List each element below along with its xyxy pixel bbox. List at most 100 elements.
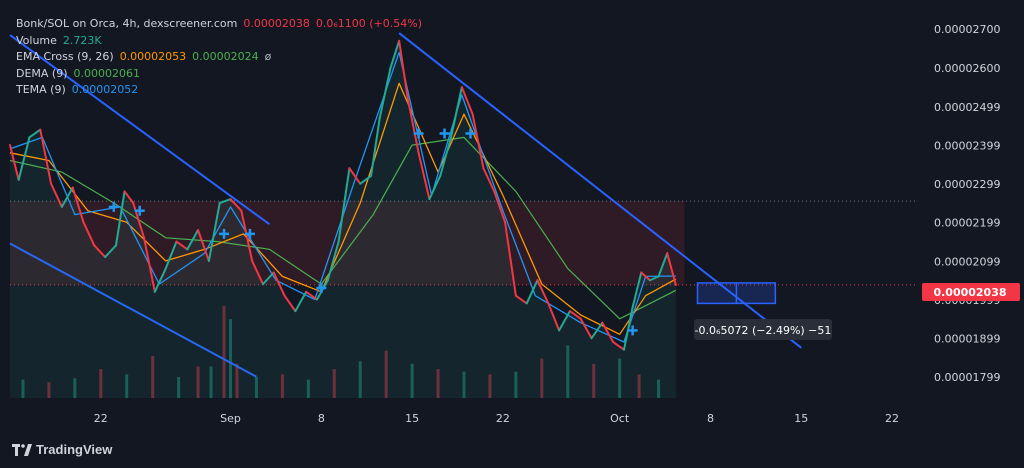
volume-bar: [592, 363, 596, 398]
price-segment: [622, 306, 634, 351]
price-segment: [525, 279, 539, 305]
brand-name: TradingView: [36, 442, 113, 457]
price-segment: [39, 128, 53, 185]
legend-dema-row[interactable]: DEMA (9) 0.00002061: [16, 66, 422, 83]
price-segment: [153, 267, 167, 293]
price-segment: [631, 271, 643, 309]
price-segment: [482, 167, 496, 193]
price-segment: [186, 229, 200, 251]
time-axis-label: 8: [318, 412, 325, 425]
price-axis-label: 0.00001799: [934, 371, 1000, 384]
legend-ema-label: EMA Cross (9, 26): [16, 50, 114, 63]
price-segment: [428, 174, 442, 201]
legend-dema-label: DEMA (9): [16, 66, 68, 80]
volume-bar: [306, 379, 310, 398]
measure-tool-layer[interactable]: [696, 282, 777, 305]
price-axis-label: 0.00002499: [934, 101, 1000, 114]
price-area: [10, 40, 676, 399]
ema-fast-line: [9, 82, 677, 335]
price-segment: [493, 190, 507, 224]
volume-bar: [196, 366, 200, 398]
volume-bar: [410, 363, 414, 398]
volume-bar: [47, 382, 51, 398]
price-segment: [439, 136, 453, 177]
legend-dema-value: 0.00002061: [73, 66, 140, 80]
price-segment: [272, 271, 286, 297]
price-axis-label: 0.00001899: [934, 333, 1000, 346]
measure-label-box: [694, 319, 832, 340]
volume-bar: [209, 366, 213, 398]
price-axis[interactable]: 0.00002700 0.00002600 0.00002499 0.00002399…: [934, 23, 1000, 384]
volume-bar: [637, 374, 641, 398]
price-segment: [378, 66, 392, 120]
ema-cross-marker: [465, 128, 476, 139]
time-axis-label: 8: [707, 412, 714, 425]
price-segment: [471, 113, 485, 170]
legend-ema-row[interactable]: EMA Cross (9, 26) 0.00002053 0.00002024 ø: [16, 49, 422, 66]
volume-bar: [73, 378, 77, 398]
price-segment: [536, 279, 550, 305]
price-segment: [229, 198, 243, 212]
dema-line: [9, 51, 676, 343]
price-segment: [114, 190, 126, 247]
price-tag-layer: 0.00002038: [922, 283, 1020, 301]
price-segment: [337, 167, 351, 243]
price-segment: [359, 174, 373, 185]
ema-cross-marker: [439, 128, 450, 139]
price-axis-label: 0.00002399: [934, 139, 1000, 152]
reference-zone-layer: [10, 200, 918, 286]
volume-bar: [566, 345, 570, 398]
tradingview-brand[interactable]: TradingView: [12, 442, 112, 457]
price-segment: [417, 151, 431, 201]
volume-bar: [540, 358, 544, 398]
ema-cross-marker: [316, 282, 327, 293]
price-segment: [460, 86, 474, 116]
price-axis-label: 0.00002700: [934, 23, 1000, 36]
legend-tema-row[interactable]: TEMA (9) 0.00002052: [16, 82, 422, 99]
price-segment: [17, 136, 31, 181]
volume-bar: [222, 306, 226, 398]
price-segment: [71, 186, 85, 224]
reference-zone: [10, 201, 685, 285]
price-segment: [657, 252, 669, 278]
price-segment: [175, 240, 189, 251]
time-axis[interactable]: 22 Sep 8 15 22 Oct 8 15 22: [94, 412, 899, 425]
price-segment: [60, 186, 74, 208]
time-axis-label: 15: [405, 412, 419, 425]
price-axis-label: 0.00002299: [934, 178, 1000, 191]
volume-bar: [99, 369, 103, 398]
price-axis-label: 0.00002099: [934, 255, 1000, 268]
price-segment: [666, 252, 677, 286]
price-segment: [590, 321, 604, 340]
volume-bar: [235, 363, 239, 398]
price-segment: [143, 236, 156, 293]
price-segment: [326, 240, 340, 282]
price-segment: [123, 190, 135, 204]
legend-change: 0.0₆1100 (+0.54%): [315, 17, 422, 30]
price-segment: [9, 144, 20, 181]
measure-label-text: -0.0₆5072 (−2.49%) −51: [695, 324, 832, 337]
volume-bar: [384, 350, 388, 398]
ema-cross-marker: [413, 128, 424, 139]
series-layer: [9, 39, 677, 399]
time-axis-label: 22: [885, 412, 899, 425]
volume-bar: [332, 369, 336, 398]
legend-ema-slow: 0.00002024: [192, 50, 259, 63]
volume-bar: [618, 358, 622, 398]
ema-cross-marker: [627, 325, 638, 336]
time-axis-label: 22: [94, 412, 108, 425]
volume-layer: [21, 306, 661, 398]
volume-bar: [21, 379, 25, 398]
price-segment: [648, 275, 660, 282]
price-segment: [283, 294, 297, 313]
volume-bar: [229, 319, 233, 398]
price-segment: [207, 202, 221, 262]
cross-marker-layer: [108, 128, 638, 336]
price-segment: [612, 341, 625, 351]
volume-bar: [358, 361, 362, 398]
legend-volume-row[interactable]: Volume 2.723K: [16, 33, 422, 50]
volume-bar: [657, 379, 661, 398]
trendline-layer[interactable]: [9, 32, 802, 378]
price-segment: [601, 321, 615, 344]
